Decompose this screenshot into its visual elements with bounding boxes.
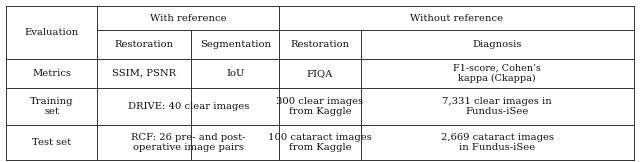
Text: Diagnosis: Diagnosis [472,40,522,49]
Text: DRIVE: 40 clear images: DRIVE: 40 clear images [127,102,249,111]
Text: FIQA: FIQA [307,69,333,78]
Text: With reference: With reference [150,14,227,23]
Text: Restoration: Restoration [115,40,174,49]
Text: 7,331 clear images in
Fundus-iSee: 7,331 clear images in Fundus-iSee [442,97,552,116]
Text: Metrics: Metrics [33,69,72,78]
Text: RCF: 26 pre- and post-
operative image pairs: RCF: 26 pre- and post- operative image p… [131,133,246,152]
Text: Test set: Test set [32,138,72,147]
Text: Restoration: Restoration [291,40,349,49]
Text: SSIM, PSNR: SSIM, PSNR [113,69,177,78]
Text: IoU: IoU [226,69,244,78]
Text: Segmentation: Segmentation [200,40,271,49]
Text: 100 cataract images
from Kaggle: 100 cataract images from Kaggle [268,133,372,152]
Text: F1-score, Cohen’s
kappa (Ckappa): F1-score, Cohen’s kappa (Ckappa) [453,64,541,83]
Text: Evaluation: Evaluation [25,28,79,37]
Text: Training
set: Training set [30,97,74,116]
Text: Without reference: Without reference [410,14,503,23]
Text: 300 clear images
from Kaggle: 300 clear images from Kaggle [276,97,364,116]
Text: 2,669 cataract images
in Fundus-iSee: 2,669 cataract images in Fundus-iSee [441,133,554,152]
